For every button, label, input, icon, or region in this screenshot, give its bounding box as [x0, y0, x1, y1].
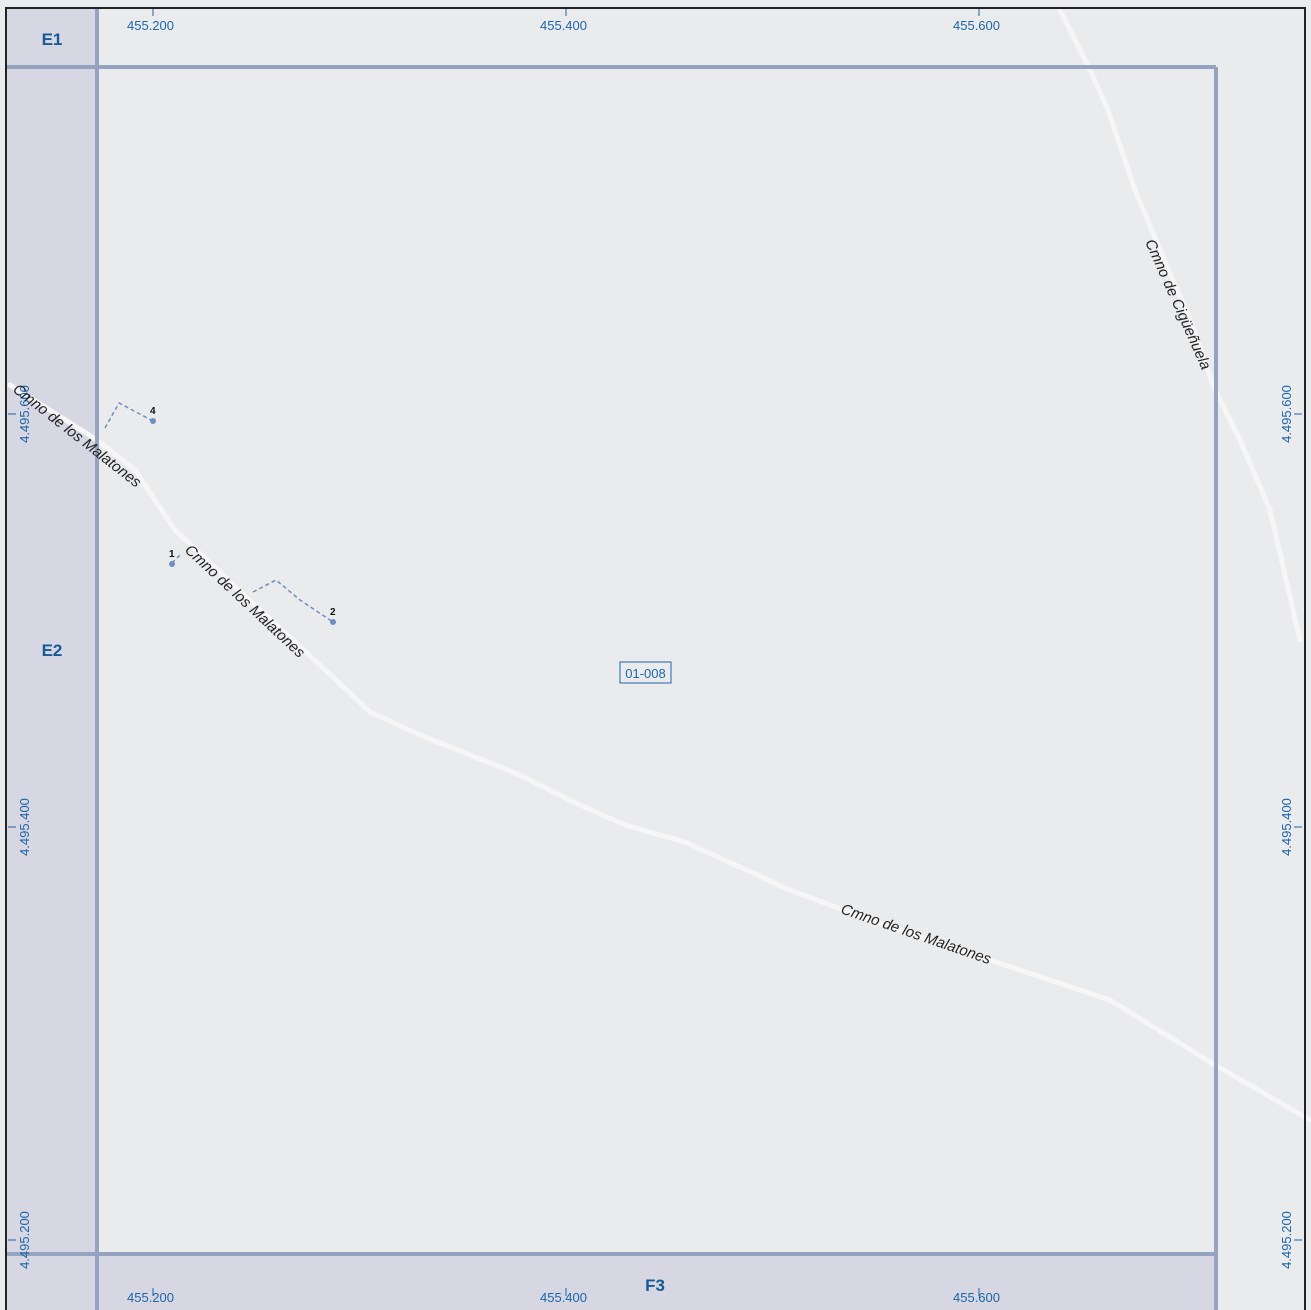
y-tick-label-right-3: 4.495.200 [1279, 1211, 1294, 1269]
dashed-line-point-4 [104, 401, 154, 429]
point-marker-4[interactable] [150, 418, 156, 424]
roads-layer [7, 7, 1311, 1123]
point-label-4: 4 [150, 406, 156, 417]
x-coord-labels-bottom: 455.200 455.400 455.600 [127, 1290, 1000, 1305]
road-cmno-de-ciguenuela[interactable] [1057, 7, 1303, 643]
sheet-label-f3[interactable]: F3 [645, 1276, 665, 1295]
point-label-2: 2 [330, 607, 336, 618]
point-marker-2[interactable] [330, 619, 336, 625]
y-tick-label-right-2: 4.495.400 [1279, 798, 1294, 856]
road-cmno-de-los-malatones[interactable] [7, 382, 1311, 1123]
point-marker-1[interactable] [169, 561, 175, 567]
adjacent-sheet-labels: E1 E2 F3 [42, 30, 665, 1295]
y-coord-labels-left: 4.495.600 4.495.400 4.495.200 [17, 385, 32, 1269]
survey-points: 4 1 2 [150, 406, 336, 625]
x-tick-label-top-3: 455.600 [953, 18, 1000, 33]
sheet-id-label: 01-008 [625, 666, 665, 681]
sheet-grid [6, 8, 1218, 1310]
x-tick-label-bottom-2: 455.400 [540, 1290, 587, 1305]
sheet-label-e1[interactable]: E1 [42, 30, 63, 49]
sheet-label-e2[interactable]: E2 [42, 641, 63, 660]
x-tick-label-bottom-1: 455.200 [127, 1290, 174, 1305]
x-tick-label-top-1: 455.200 [127, 18, 174, 33]
x-tick-label-bottom-3: 455.600 [953, 1290, 1000, 1305]
y-tick-label-left-3: 4.495.200 [17, 1211, 32, 1269]
map-outer-frame [5, 7, 1306, 1310]
x-coord-labels-top: 455.200 455.400 455.600 [127, 18, 1000, 33]
adjacent-sheet-left[interactable] [6, 8, 97, 1310]
point-label-1: 1 [169, 549, 175, 560]
tick-marks [8, 8, 1302, 1296]
adjacent-sheet-bottom[interactable] [97, 1254, 1216, 1310]
y-coord-labels-right: 4.495.600 4.495.400 4.495.200 [1279, 385, 1294, 1269]
dashed-line-point-2 [252, 579, 334, 623]
y-tick-label-left-2: 4.495.400 [17, 798, 32, 856]
sheet-id-box: 01-008 [619, 661, 672, 684]
x-tick-label-top-2: 455.400 [540, 18, 587, 33]
y-tick-label-left-1: 4.495.600 [17, 385, 32, 443]
y-tick-label-right-1: 4.495.600 [1279, 385, 1294, 443]
